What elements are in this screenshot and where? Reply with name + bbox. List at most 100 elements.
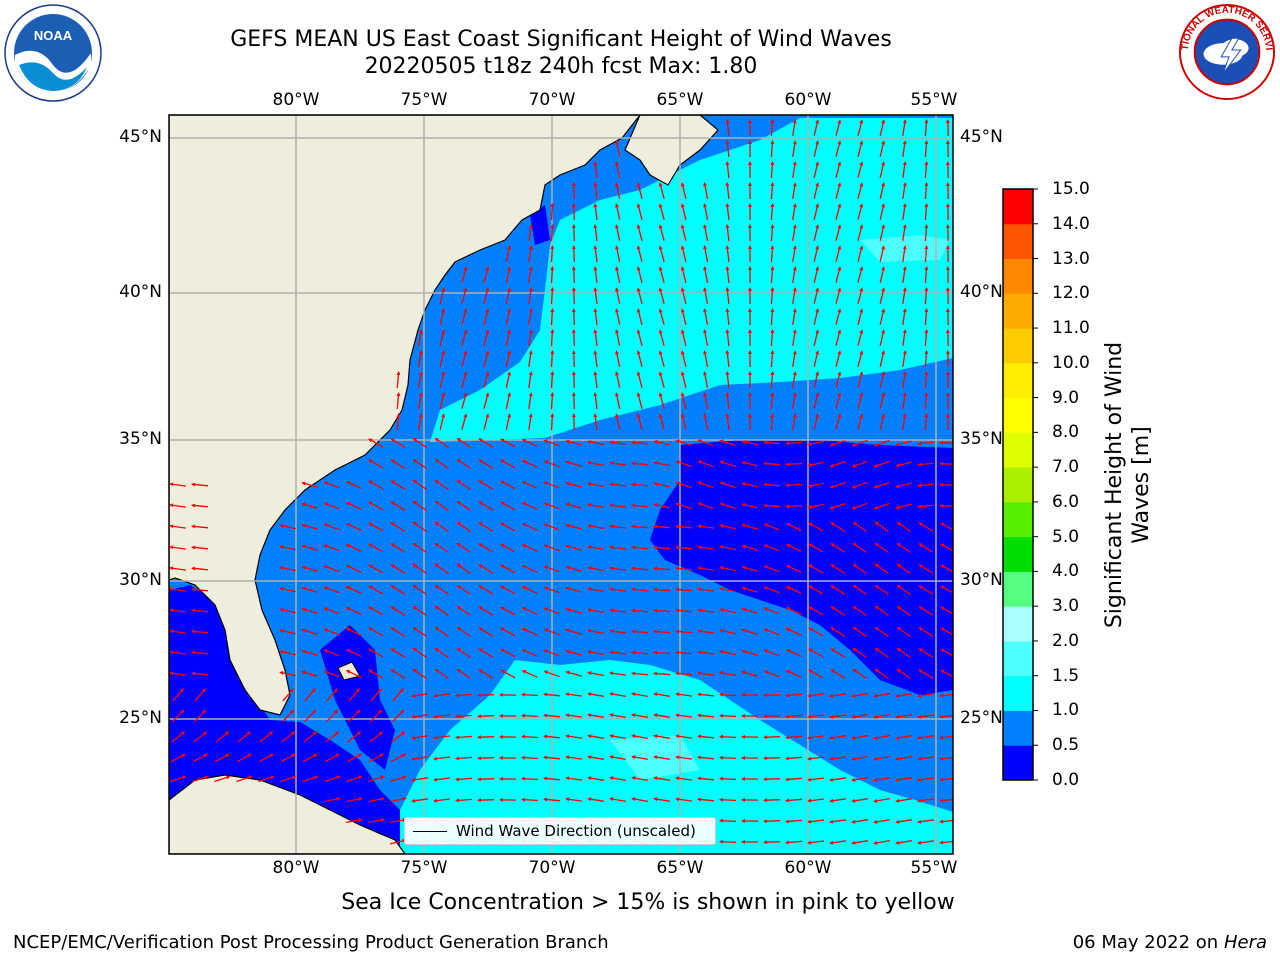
wind-wave-arrow xyxy=(653,776,671,781)
wind-wave-arrow xyxy=(323,586,340,594)
wind-wave-arrow xyxy=(785,586,802,594)
wind-wave-arrow xyxy=(587,650,605,656)
wind-wave-arrow xyxy=(653,713,671,718)
wind-wave-arrow xyxy=(653,629,671,634)
colorbar-tick-label: 15.0 xyxy=(1052,179,1090,199)
wind-wave-arrow xyxy=(697,439,714,447)
wind-wave-arrow xyxy=(192,753,208,763)
wind-wave-arrow xyxy=(631,650,649,655)
wind-wave-arrow xyxy=(368,564,384,574)
wind-wave-arrow xyxy=(785,607,802,615)
wind-wave-arrow xyxy=(895,840,913,845)
wind-wave-arrow xyxy=(879,140,886,157)
wind-wave-arrow xyxy=(169,503,186,508)
wind-wave-arrow xyxy=(917,504,934,509)
wind-wave-arrow xyxy=(456,479,471,491)
wind-wave-arrow xyxy=(280,775,297,783)
wind-wave-arrow xyxy=(609,713,627,719)
wind-wave-arrow xyxy=(390,501,406,511)
wind-wave-arrow xyxy=(808,543,824,553)
wind-wave-arrow xyxy=(675,460,692,468)
wind-wave-arrow xyxy=(172,709,185,723)
wind-wave-arrow xyxy=(918,522,934,532)
wind-wave-arrow xyxy=(770,245,775,263)
wind-wave-arrow xyxy=(214,775,231,783)
wind-wave-arrow xyxy=(483,371,490,388)
colorbar-tick-label: 6.0 xyxy=(1052,492,1080,512)
wind-wave-arrow xyxy=(439,392,446,409)
wind-wave-arrow xyxy=(680,182,687,199)
wind-wave-arrow xyxy=(505,392,512,409)
wind-wave-arrow xyxy=(191,566,209,571)
wind-wave-arrow xyxy=(807,503,824,509)
wind-wave-arrow xyxy=(456,626,471,638)
wind-wave-arrow xyxy=(390,648,406,658)
wind-wave-arrow xyxy=(785,462,803,467)
wind-wave-arrow xyxy=(301,628,318,635)
wind-wave-arrow xyxy=(326,709,339,723)
wind-wave-arrow xyxy=(301,523,318,530)
wind-wave-arrow xyxy=(500,669,516,679)
wind-wave-arrow xyxy=(237,731,252,743)
wind-wave-arrow xyxy=(785,777,803,782)
colorbar-cell xyxy=(1003,640,1033,677)
wind-wave-arrow xyxy=(763,819,781,824)
wind-wave-arrow xyxy=(792,350,797,368)
colorbar-cell xyxy=(1003,432,1033,468)
wind-wave-arrow xyxy=(325,731,340,743)
wind-wave-arrow xyxy=(615,371,621,388)
wind-wave-arrow xyxy=(609,545,626,550)
wind-wave-arrow xyxy=(792,245,797,263)
wind-wave-arrow xyxy=(835,161,842,178)
wind-wave-arrow xyxy=(895,693,913,698)
on-word: on xyxy=(1195,932,1219,953)
wind-wave-arrow xyxy=(609,608,626,613)
wind-wave-arrow xyxy=(792,224,797,242)
wind-wave-arrow xyxy=(703,329,709,347)
wind-wave-arrow xyxy=(565,607,582,614)
wind-wave-arrow xyxy=(348,688,360,702)
wind-wave-arrow xyxy=(792,329,797,347)
wind-wave-arrow xyxy=(478,669,494,679)
wind-wave-arrow xyxy=(807,693,824,698)
wind-wave-arrow xyxy=(370,709,383,723)
wind-wave-arrow xyxy=(879,287,886,304)
wind-wave-arrow xyxy=(478,648,494,658)
map-frame xyxy=(168,114,954,855)
wind-wave-arrow xyxy=(675,734,692,739)
wind-wave-arrow xyxy=(763,440,781,445)
wind-wave-arrow xyxy=(456,605,471,617)
wind-wave-arrow xyxy=(565,692,582,697)
wind-wave-arrow xyxy=(829,777,846,782)
wind-wave-arrow xyxy=(719,439,736,447)
wind-wave-arrow xyxy=(703,203,709,221)
wind-wave-arrow xyxy=(571,329,576,347)
wind-wave-arrow xyxy=(807,440,824,446)
wind-wave-arrow xyxy=(461,371,468,388)
wind-wave-arrow xyxy=(301,586,318,593)
wind-wave-arrow xyxy=(917,735,934,740)
wind-wave-arrow xyxy=(412,584,427,596)
wind-wave-arrow xyxy=(434,479,449,491)
wind-wave-arrow xyxy=(653,797,671,802)
wind-wave-arrow xyxy=(808,585,824,595)
wind-wave-arrow xyxy=(550,245,555,263)
wind-wave-arrow xyxy=(587,671,605,677)
wind-wave-arrow xyxy=(326,688,338,702)
wind-wave-arrow xyxy=(587,440,605,446)
wind-wave-arrow xyxy=(396,392,401,410)
wind-wave-arrow xyxy=(368,627,384,637)
wind-wave-arrow xyxy=(368,648,384,658)
wind-wave-arrow xyxy=(396,371,401,389)
wind-wave-arrow xyxy=(703,287,709,305)
wind-wave-arrow xyxy=(543,439,560,447)
wind-wave-arrow xyxy=(835,371,842,388)
wind-wave-arrow xyxy=(680,371,687,388)
wind-wave-arrow xyxy=(412,521,427,533)
wind-wave-arrow xyxy=(571,287,576,305)
wind-wave-arrow xyxy=(939,461,953,466)
wind-wave-arrow xyxy=(741,565,758,572)
wind-wave-arrow xyxy=(808,648,824,658)
wind-wave-arrow xyxy=(852,521,867,533)
wind-wave-arrow xyxy=(636,224,643,241)
